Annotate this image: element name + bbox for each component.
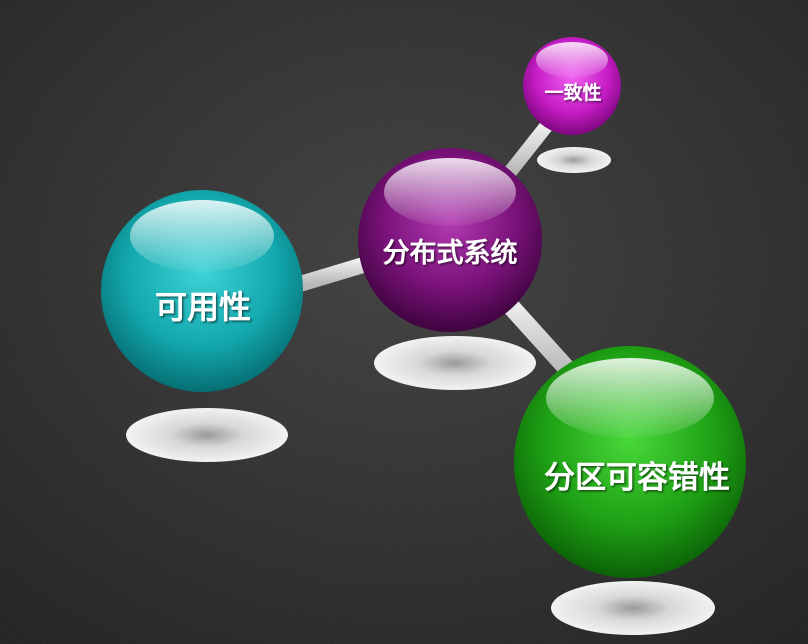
center-label: 分布式系统: [383, 237, 518, 269]
partition-node: 分区可容错性: [514, 346, 746, 578]
consistency-shadow: [537, 147, 611, 173]
center-node: 分布式系统: [358, 148, 542, 332]
connector-consistency: [503, 117, 555, 179]
consistency-highlight: [536, 42, 608, 78]
partition-label: 分区可容错性: [544, 460, 730, 496]
partition-shadow: [551, 581, 715, 635]
center-shadow: [374, 336, 536, 390]
partition-highlight: [546, 358, 714, 438]
consistency-node: 一致性: [523, 37, 621, 135]
availability-shadow: [126, 408, 288, 462]
availability-label: 可用性: [155, 288, 251, 326]
connector-partition: [496, 291, 579, 381]
consistency-label: 一致性: [544, 81, 601, 104]
availability-node: 可用性: [101, 190, 303, 392]
availability-highlight: [130, 200, 274, 272]
center-highlight: [384, 158, 516, 226]
